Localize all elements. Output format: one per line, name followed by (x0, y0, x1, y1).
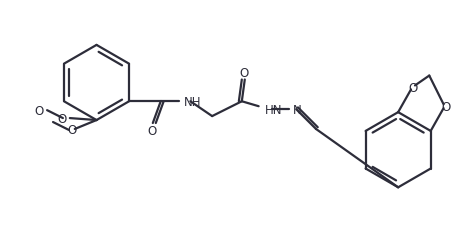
Text: HN: HN (265, 103, 282, 116)
Text: N: N (293, 103, 302, 116)
Text: O: O (57, 112, 67, 125)
Text: O: O (67, 124, 77, 137)
Text: O: O (239, 67, 248, 80)
Text: O: O (441, 100, 450, 113)
Text: O: O (147, 125, 156, 138)
Text: O: O (408, 82, 417, 94)
Text: O: O (35, 104, 44, 117)
Text: NH: NH (184, 96, 201, 108)
